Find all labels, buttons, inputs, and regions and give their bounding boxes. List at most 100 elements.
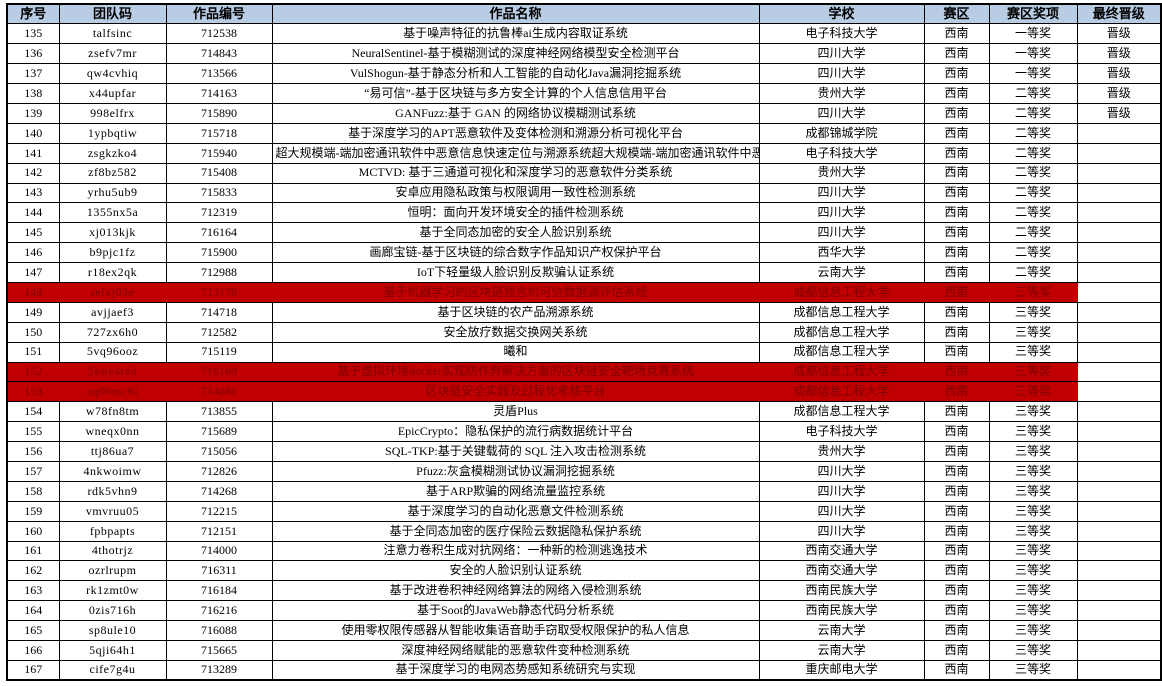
cell-region-award[interactable]: 三等奖 xyxy=(988,520,1078,542)
cell-final[interactable] xyxy=(1076,540,1162,562)
cell-team-code[interactable]: talfsinc xyxy=(58,23,167,45)
cell-work-name[interactable]: Pfuzz:灰盒模糊测试协议漏洞挖掘系统 xyxy=(271,460,760,482)
cell-region-award[interactable]: 三等奖 xyxy=(988,540,1078,562)
cell-region-award[interactable]: 三等奖 xyxy=(988,381,1078,403)
cell-team-code[interactable]: fpbpapts xyxy=(58,520,167,542)
cell-work-name[interactable]: 灵盾Plus xyxy=(271,401,760,423)
cell-work-id[interactable]: 714718 xyxy=(165,301,273,323)
cell-region[interactable]: 西南 xyxy=(923,341,990,363)
cell-index[interactable]: 141 xyxy=(6,142,60,164)
cell-region[interactable]: 西南 xyxy=(923,659,990,681)
cell-team-code[interactable]: zsefv7mr xyxy=(58,43,167,65)
col-header-region-award[interactable]: 赛区奖项 xyxy=(988,3,1078,25)
cell-index[interactable]: 147 xyxy=(6,262,60,283)
cell-region-award[interactable]: 三等奖 xyxy=(988,560,1078,582)
cell-index[interactable]: 160 xyxy=(6,520,60,542)
cell-school[interactable]: 成都信息工程大学 xyxy=(758,321,925,343)
cell-final[interactable] xyxy=(1076,222,1162,244)
cell-work-name[interactable]: 安卓应用隐私政策与权限调用一致性检测系统 xyxy=(271,182,760,204)
cell-final[interactable] xyxy=(1076,620,1162,641)
cell-school[interactable]: 贵州大学 xyxy=(758,162,925,184)
cell-work-id[interactable]: 716169 xyxy=(165,361,273,383)
cell-work-name[interactable]: 基于噪声特征的抗鲁棒ai生成内容取证系统 xyxy=(271,23,760,45)
cell-work-id[interactable]: 712988 xyxy=(165,262,273,283)
cell-region-award[interactable]: 一等奖 xyxy=(988,43,1078,65)
cell-team-code[interactable]: vmvruu05 xyxy=(58,500,167,522)
cell-school[interactable]: 四川大学 xyxy=(758,500,925,522)
cell-school[interactable]: 四川大学 xyxy=(758,102,925,124)
cell-work-id[interactable]: 715940 xyxy=(165,142,273,164)
cell-team-code[interactable]: 0zis716h xyxy=(58,600,167,622)
cell-work-id[interactable]: 712151 xyxy=(165,520,273,542)
cell-school[interactable]: 成都信息工程大学 xyxy=(758,401,925,423)
cell-team-code[interactable]: w78fn8tm xyxy=(58,401,167,423)
cell-work-id[interactable]: 712538 xyxy=(165,23,273,45)
cell-work-name[interactable]: 基于ARP欺骗的网络流量监控系统 xyxy=(271,480,760,502)
cell-work-id[interactable]: 715119 xyxy=(165,341,273,363)
cell-index[interactable]: 138 xyxy=(6,83,60,104)
cell-work-name[interactable]: 基于Soot的JavaWeb静态代码分析系统 xyxy=(271,600,760,622)
cell-index[interactable]: 154 xyxy=(6,401,60,423)
cell-region[interactable]: 西南 xyxy=(923,281,990,303)
cell-region[interactable]: 西南 xyxy=(923,401,990,423)
cell-region-award[interactable]: 三等奖 xyxy=(988,580,1078,602)
cell-final[interactable] xyxy=(1076,262,1162,283)
cell-team-code[interactable]: 4thotrjz xyxy=(58,540,167,562)
col-header-region[interactable]: 赛区 xyxy=(923,3,990,25)
cell-region[interactable]: 西南 xyxy=(923,142,990,164)
cell-school[interactable]: 贵州大学 xyxy=(758,441,925,462)
cell-work-id[interactable]: 712319 xyxy=(165,202,273,224)
cell-work-id[interactable]: 713178 xyxy=(165,281,273,303)
cell-region-award[interactable]: 三等奖 xyxy=(988,321,1078,343)
cell-region[interactable]: 西南 xyxy=(923,301,990,323)
cell-region-award[interactable]: 三等奖 xyxy=(988,441,1078,462)
cell-index[interactable]: 135 xyxy=(6,23,60,45)
cell-work-name[interactable]: 基于机器学习的区块链预言机可信数据源评估系统 xyxy=(271,281,760,303)
cell-final[interactable] xyxy=(1076,520,1162,542)
cell-final[interactable] xyxy=(1076,421,1162,443)
cell-region[interactable]: 西南 xyxy=(923,560,990,582)
cell-region-award[interactable]: 三等奖 xyxy=(988,341,1078,363)
cell-region-award[interactable]: 三等奖 xyxy=(988,480,1078,502)
cell-region-award[interactable]: 二等奖 xyxy=(988,83,1078,104)
cell-work-name[interactable]: “易可信”-基于区块链与多方安全计算的个人信息信用平台 xyxy=(271,83,760,104)
cell-index[interactable]: 166 xyxy=(6,640,60,661)
cell-final[interactable]: 晋级 xyxy=(1076,43,1162,65)
cell-school[interactable]: 四川大学 xyxy=(758,63,925,85)
cell-region[interactable]: 西南 xyxy=(923,321,990,343)
cell-region-award[interactable]: 三等奖 xyxy=(988,640,1078,661)
cell-work-id[interactable]: 713566 xyxy=(165,63,273,85)
cell-final[interactable] xyxy=(1076,560,1162,582)
cell-team-code[interactable]: yrhu5ub9 xyxy=(58,182,167,204)
cell-work-name[interactable]: 安全的人脸识别认证系统 xyxy=(271,560,760,582)
cell-work-name[interactable]: 安全放疗数据交换网关系统 xyxy=(271,321,760,343)
cell-region[interactable]: 西南 xyxy=(923,63,990,85)
cell-region[interactable]: 西南 xyxy=(923,122,990,144)
cell-final[interactable] xyxy=(1076,480,1162,502)
cell-region[interactable]: 西南 xyxy=(923,381,990,403)
cell-region-award[interactable]: 三等奖 xyxy=(988,600,1078,622)
cell-school[interactable]: 电子科技大学 xyxy=(758,23,925,45)
cell-work-id[interactable]: 715833 xyxy=(165,182,273,204)
cell-region[interactable]: 西南 xyxy=(923,361,990,383)
cell-region-award[interactable]: 三等奖 xyxy=(988,281,1078,303)
cell-index[interactable]: 150 xyxy=(6,321,60,343)
cell-index[interactable]: 146 xyxy=(6,242,60,264)
cell-work-id[interactable]: 716088 xyxy=(165,620,273,641)
cell-school[interactable]: 云南大学 xyxy=(758,620,925,641)
cell-final[interactable] xyxy=(1076,640,1162,661)
cell-work-id[interactable]: 713855 xyxy=(165,401,273,423)
cell-school[interactable]: 四川大学 xyxy=(758,520,925,542)
cell-region-award[interactable]: 二等奖 xyxy=(988,102,1078,124)
cell-region-award[interactable]: 二等奖 xyxy=(988,202,1078,224)
cell-work-name[interactable]: 曦和 xyxy=(271,341,760,363)
cell-region[interactable]: 西南 xyxy=(923,460,990,482)
cell-index[interactable]: 142 xyxy=(6,162,60,184)
cell-school[interactable]: 四川大学 xyxy=(758,202,925,224)
cell-team-code[interactable]: b9pjc1fz xyxy=(58,242,167,264)
cell-index[interactable]: 164 xyxy=(6,600,60,622)
cell-work-id[interactable]: 712215 xyxy=(165,500,273,522)
cell-work-name[interactable]: 画廊宝链-基于区块链的综合数字作品知识产权保护平台 xyxy=(271,242,760,264)
cell-region[interactable]: 西南 xyxy=(923,162,990,184)
cell-region[interactable]: 西南 xyxy=(923,83,990,104)
